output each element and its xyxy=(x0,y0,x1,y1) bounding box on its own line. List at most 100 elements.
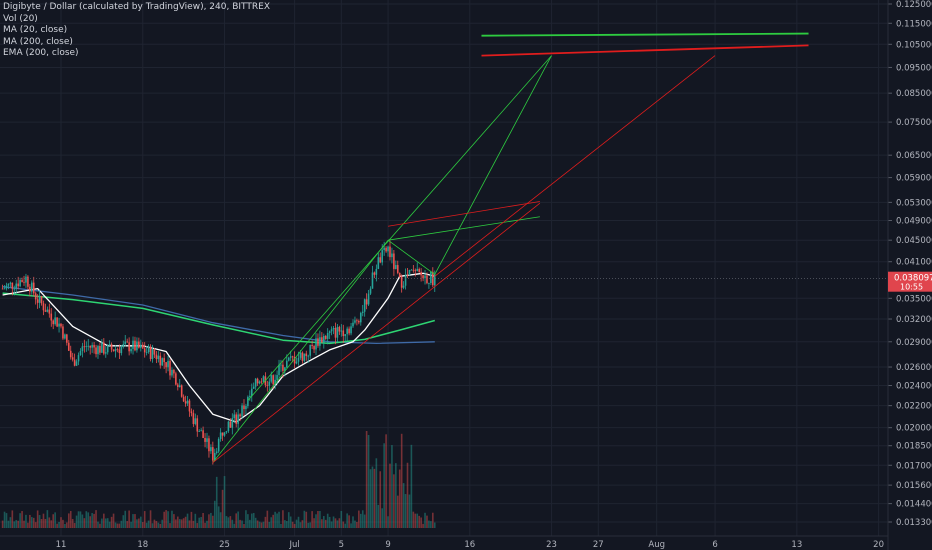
green-trendline xyxy=(387,216,540,241)
candle-body xyxy=(223,432,226,436)
volume-bar xyxy=(145,522,148,528)
y-tick-label: 0.05900000 xyxy=(896,174,932,184)
candle-body xyxy=(379,257,382,263)
candle-body xyxy=(58,323,60,327)
candle-body xyxy=(25,276,27,283)
candle-body xyxy=(213,452,216,461)
candle-body xyxy=(237,414,239,424)
candle-body xyxy=(79,351,82,356)
candle-body xyxy=(17,283,19,287)
candle-body xyxy=(367,293,370,305)
volume-bar xyxy=(31,517,33,528)
candle-body xyxy=(303,353,306,361)
candle-body xyxy=(97,345,99,355)
candle-body xyxy=(243,405,245,410)
time-axis[interactable]: 11 18 25 Jul 5 9 16 23 27 Aug 6 13 20 xyxy=(0,535,888,550)
volume-bar xyxy=(328,516,331,528)
volume-bar xyxy=(424,512,426,528)
candle-body xyxy=(340,330,343,332)
volume-bar xyxy=(237,511,239,528)
price-axis[interactable]: 0.12500000 0.11500000 0.10500000 0.09500000… xyxy=(887,0,932,550)
candle-body xyxy=(428,283,430,284)
trendlines[interactable] xyxy=(212,32,809,463)
volume-bar xyxy=(97,521,99,528)
candle-body xyxy=(225,431,228,433)
volume-bar xyxy=(120,520,123,528)
candle-body xyxy=(145,351,148,353)
candle-body xyxy=(5,285,8,289)
candle-body xyxy=(64,334,66,339)
candle-body xyxy=(147,346,150,352)
candle-body xyxy=(426,275,428,284)
candle-body xyxy=(363,299,366,312)
volume-bar xyxy=(408,494,411,528)
volume-bar xyxy=(155,520,158,528)
candle-body xyxy=(71,357,74,360)
candle-body xyxy=(342,330,345,337)
volume-bar xyxy=(367,434,370,528)
candle-body xyxy=(334,328,337,338)
candle-body xyxy=(332,328,335,330)
volume-bar xyxy=(268,521,271,528)
y-tick-label: 0.07500000 xyxy=(896,118,932,128)
volume-bar xyxy=(138,518,140,528)
candle-body xyxy=(155,354,158,360)
candle-body xyxy=(311,344,313,347)
volume-bar xyxy=(159,523,162,528)
candle-body xyxy=(286,360,288,368)
y-tick-label: 0.11500000 xyxy=(896,19,932,29)
candle-body xyxy=(326,333,329,339)
candle-body xyxy=(140,344,142,348)
candle-body xyxy=(247,396,249,407)
candle-body xyxy=(50,313,53,321)
volume-bar xyxy=(286,521,288,528)
candle-body xyxy=(184,401,187,404)
volume-bar xyxy=(202,512,204,528)
volume-bar xyxy=(25,514,27,528)
volume-bar xyxy=(371,466,374,528)
candle-body xyxy=(395,265,397,269)
candle-body xyxy=(430,271,432,284)
candle-body xyxy=(321,337,323,343)
volume-bar xyxy=(321,519,323,528)
candle-body xyxy=(278,364,280,376)
y-tick-label: 0.05300000 xyxy=(896,198,932,208)
volume-bar xyxy=(171,510,173,528)
candle-body xyxy=(358,321,360,323)
volume-bar xyxy=(32,517,35,528)
candle-body xyxy=(356,320,358,322)
candle-body xyxy=(31,282,33,292)
volume-bar xyxy=(93,513,95,528)
volume-bar xyxy=(305,511,308,528)
volume-bar xyxy=(346,513,348,528)
y-tick-label: 0.03200000 xyxy=(896,315,932,325)
y-tick-label: 0.02200000 xyxy=(896,402,932,412)
y-tick-label: 0.04500000 xyxy=(896,236,932,246)
volume-bar xyxy=(348,515,350,528)
volume-bar xyxy=(128,510,130,528)
candle-body xyxy=(36,299,39,303)
candle-body xyxy=(317,338,319,346)
candle-body xyxy=(112,349,115,352)
volume-bar xyxy=(198,517,201,528)
volume-bar xyxy=(433,522,436,528)
volume-bar xyxy=(130,521,132,528)
candle-body xyxy=(422,275,424,279)
volume-bar xyxy=(15,520,18,528)
candle-body xyxy=(130,348,132,352)
volume-bar xyxy=(256,520,259,528)
candle-body xyxy=(227,421,230,432)
candle-body xyxy=(295,361,298,364)
candle-body xyxy=(289,356,292,358)
candle-body xyxy=(106,345,109,353)
volume-bar xyxy=(208,514,210,528)
volume-bar xyxy=(200,517,202,528)
volume-bar xyxy=(356,522,358,528)
volume-bar xyxy=(165,510,167,528)
volume-bar xyxy=(280,523,282,528)
volume-bar xyxy=(132,514,134,528)
volume-bar xyxy=(404,494,407,528)
candle-body xyxy=(276,375,278,380)
